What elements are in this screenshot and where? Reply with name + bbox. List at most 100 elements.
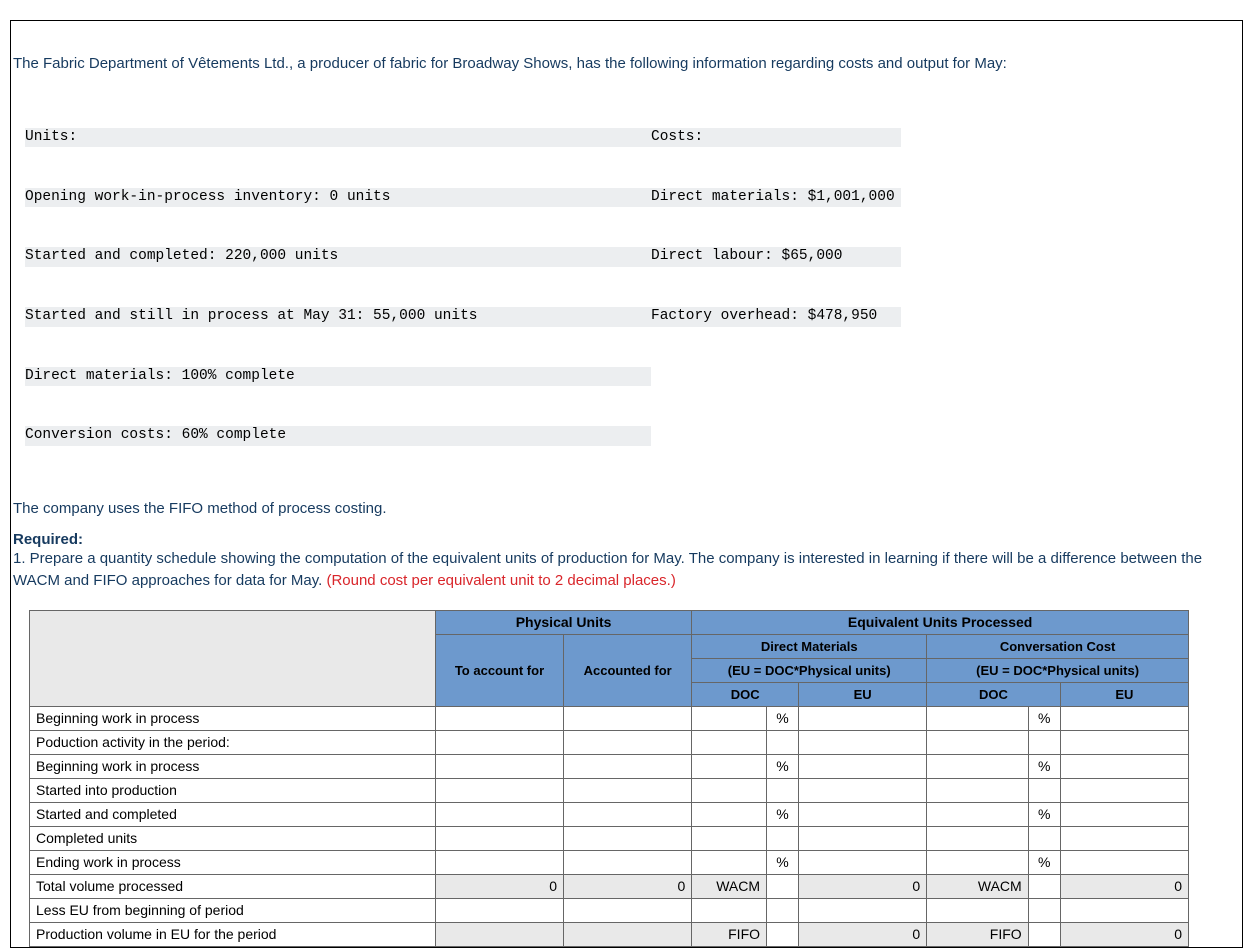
accounted-input[interactable]: [564, 754, 692, 778]
dm-doc-input: WACM: [692, 874, 767, 898]
cc-doc-input[interactable]: [927, 730, 1028, 754]
header-cc-eu: EU: [1060, 682, 1188, 706]
cc-pct-label: [1028, 826, 1060, 850]
table-row: Started into production: [30, 778, 1189, 802]
cc-doc-input[interactable]: [927, 778, 1028, 802]
cc-doc-input[interactable]: [927, 802, 1028, 826]
to-account-input[interactable]: [435, 778, 563, 802]
cc-pct-label: %: [1028, 754, 1060, 778]
header-dm-doc: DOC: [692, 682, 799, 706]
to-account-input[interactable]: [435, 802, 563, 826]
to-account-input[interactable]: [435, 850, 563, 874]
to-account-input: [435, 922, 563, 946]
table-row: Beginning work in process%%: [30, 754, 1189, 778]
dm-pct-label: [767, 778, 799, 802]
dm-doc-input[interactable]: [692, 826, 767, 850]
dm-eu-input[interactable]: [799, 730, 927, 754]
cc-doc-input[interactable]: [927, 706, 1028, 730]
accounted-input[interactable]: [564, 898, 692, 922]
header-blank: [30, 610, 436, 706]
accounted-input[interactable]: [564, 730, 692, 754]
required-body: 1. Prepare a quantity schedule showing t…: [11, 548, 1242, 592]
table-row: Started and completed%%: [30, 802, 1189, 826]
cc-eu-input[interactable]: [1060, 826, 1188, 850]
cc-eu-input[interactable]: [1060, 778, 1188, 802]
to-account-input[interactable]: [435, 706, 563, 730]
dm-pct-label: %: [767, 706, 799, 730]
cc-doc-input[interactable]: [927, 754, 1028, 778]
dm-eu-input[interactable]: [799, 850, 927, 874]
header-dm-eu: EU: [799, 682, 927, 706]
units-line: Direct materials: 100% complete: [25, 367, 651, 387]
cc-pct-label: %: [1028, 850, 1060, 874]
cc-doc-input[interactable]: [927, 898, 1028, 922]
costs-line: Costs:: [651, 128, 901, 148]
header-conversation-cost: Conversation Cost: [927, 634, 1189, 658]
cc-doc-input[interactable]: [927, 850, 1028, 874]
table-row: Completed units: [30, 826, 1189, 850]
quantity-schedule-table-wrap: Physical Units Equivalent Units Processe…: [11, 610, 1242, 947]
required-heading: Required:: [11, 531, 1242, 548]
row-label: Beginning work in process: [30, 706, 436, 730]
to-account-input[interactable]: [435, 826, 563, 850]
dm-doc-input[interactable]: [692, 706, 767, 730]
cc-eu-input: 0: [1060, 922, 1188, 946]
units-line: Conversion costs: 60% complete: [25, 426, 651, 446]
dm-pct-label: %: [767, 802, 799, 826]
cc-eu-input[interactable]: [1060, 706, 1188, 730]
accounted-input[interactable]: [564, 850, 692, 874]
cc-eu-input[interactable]: [1060, 754, 1188, 778]
cc-pct-label: [1028, 898, 1060, 922]
cc-eu-input[interactable]: [1060, 730, 1188, 754]
row-label: Started and completed: [30, 802, 436, 826]
dm-eu-input[interactable]: [799, 754, 927, 778]
to-account-input[interactable]: [435, 898, 563, 922]
cc-pct-label: [1028, 730, 1060, 754]
dm-doc-input[interactable]: [692, 730, 767, 754]
dm-doc-input[interactable]: [692, 778, 767, 802]
dm-eu-input[interactable]: [799, 898, 927, 922]
accounted-input[interactable]: [564, 826, 692, 850]
header-cc-doc: DOC: [927, 682, 1061, 706]
units-line: Opening work-in-process inventory: 0 uni…: [25, 188, 651, 208]
to-account-input: 0: [435, 874, 563, 898]
dm-eu-input[interactable]: [799, 706, 927, 730]
row-label: Less EU from beginning of period: [30, 898, 436, 922]
question-container: The Fabric Department of Vêtements Ltd.,…: [10, 20, 1243, 948]
accounted-input[interactable]: [564, 778, 692, 802]
accounted-input[interactable]: [564, 706, 692, 730]
accounted-input[interactable]: [564, 802, 692, 826]
dm-doc-input[interactable]: [692, 850, 767, 874]
dm-pct-label: %: [767, 754, 799, 778]
dm-eu-input[interactable]: [799, 778, 927, 802]
data-columns: Units: Opening work-in-process inventory…: [11, 89, 1242, 486]
cc-pct-label: [1028, 874, 1060, 898]
cc-pct-label: %: [1028, 706, 1060, 730]
cc-eu-input[interactable]: [1060, 898, 1188, 922]
required-body-red: (Round cost per equivalent unit to 2 dec…: [326, 572, 675, 589]
to-account-input[interactable]: [435, 754, 563, 778]
dm-eu-input[interactable]: [799, 802, 927, 826]
header-dm-formula: (EU = DOC*Physical units): [692, 658, 927, 682]
dm-doc-input[interactable]: [692, 754, 767, 778]
dm-pct-label: [767, 730, 799, 754]
cc-pct-label: %: [1028, 802, 1060, 826]
cc-eu-input[interactable]: [1060, 802, 1188, 826]
dm-doc-input[interactable]: [692, 898, 767, 922]
dm-doc-input: FIFO: [692, 922, 767, 946]
cc-doc-input[interactable]: [927, 826, 1028, 850]
dm-doc-input[interactable]: [692, 802, 767, 826]
units-block: Units: Opening work-in-process inventory…: [11, 89, 651, 486]
row-label: Beginning work in process: [30, 754, 436, 778]
header-equivalent-units: Equivalent Units Processed: [692, 610, 1189, 634]
row-label: Completed units: [30, 826, 436, 850]
dm-eu-input[interactable]: [799, 826, 927, 850]
table-row: Ending work in process%%: [30, 850, 1189, 874]
dm-pct-label: [767, 898, 799, 922]
to-account-input[interactable]: [435, 730, 563, 754]
table-row: Beginning work in process%%: [30, 706, 1189, 730]
cc-eu-input: 0: [1060, 874, 1188, 898]
cc-eu-input[interactable]: [1060, 850, 1188, 874]
header-cc-formula: (EU = DOC*Physical units): [927, 658, 1189, 682]
table-row: Poduction activity in the period:: [30, 730, 1189, 754]
